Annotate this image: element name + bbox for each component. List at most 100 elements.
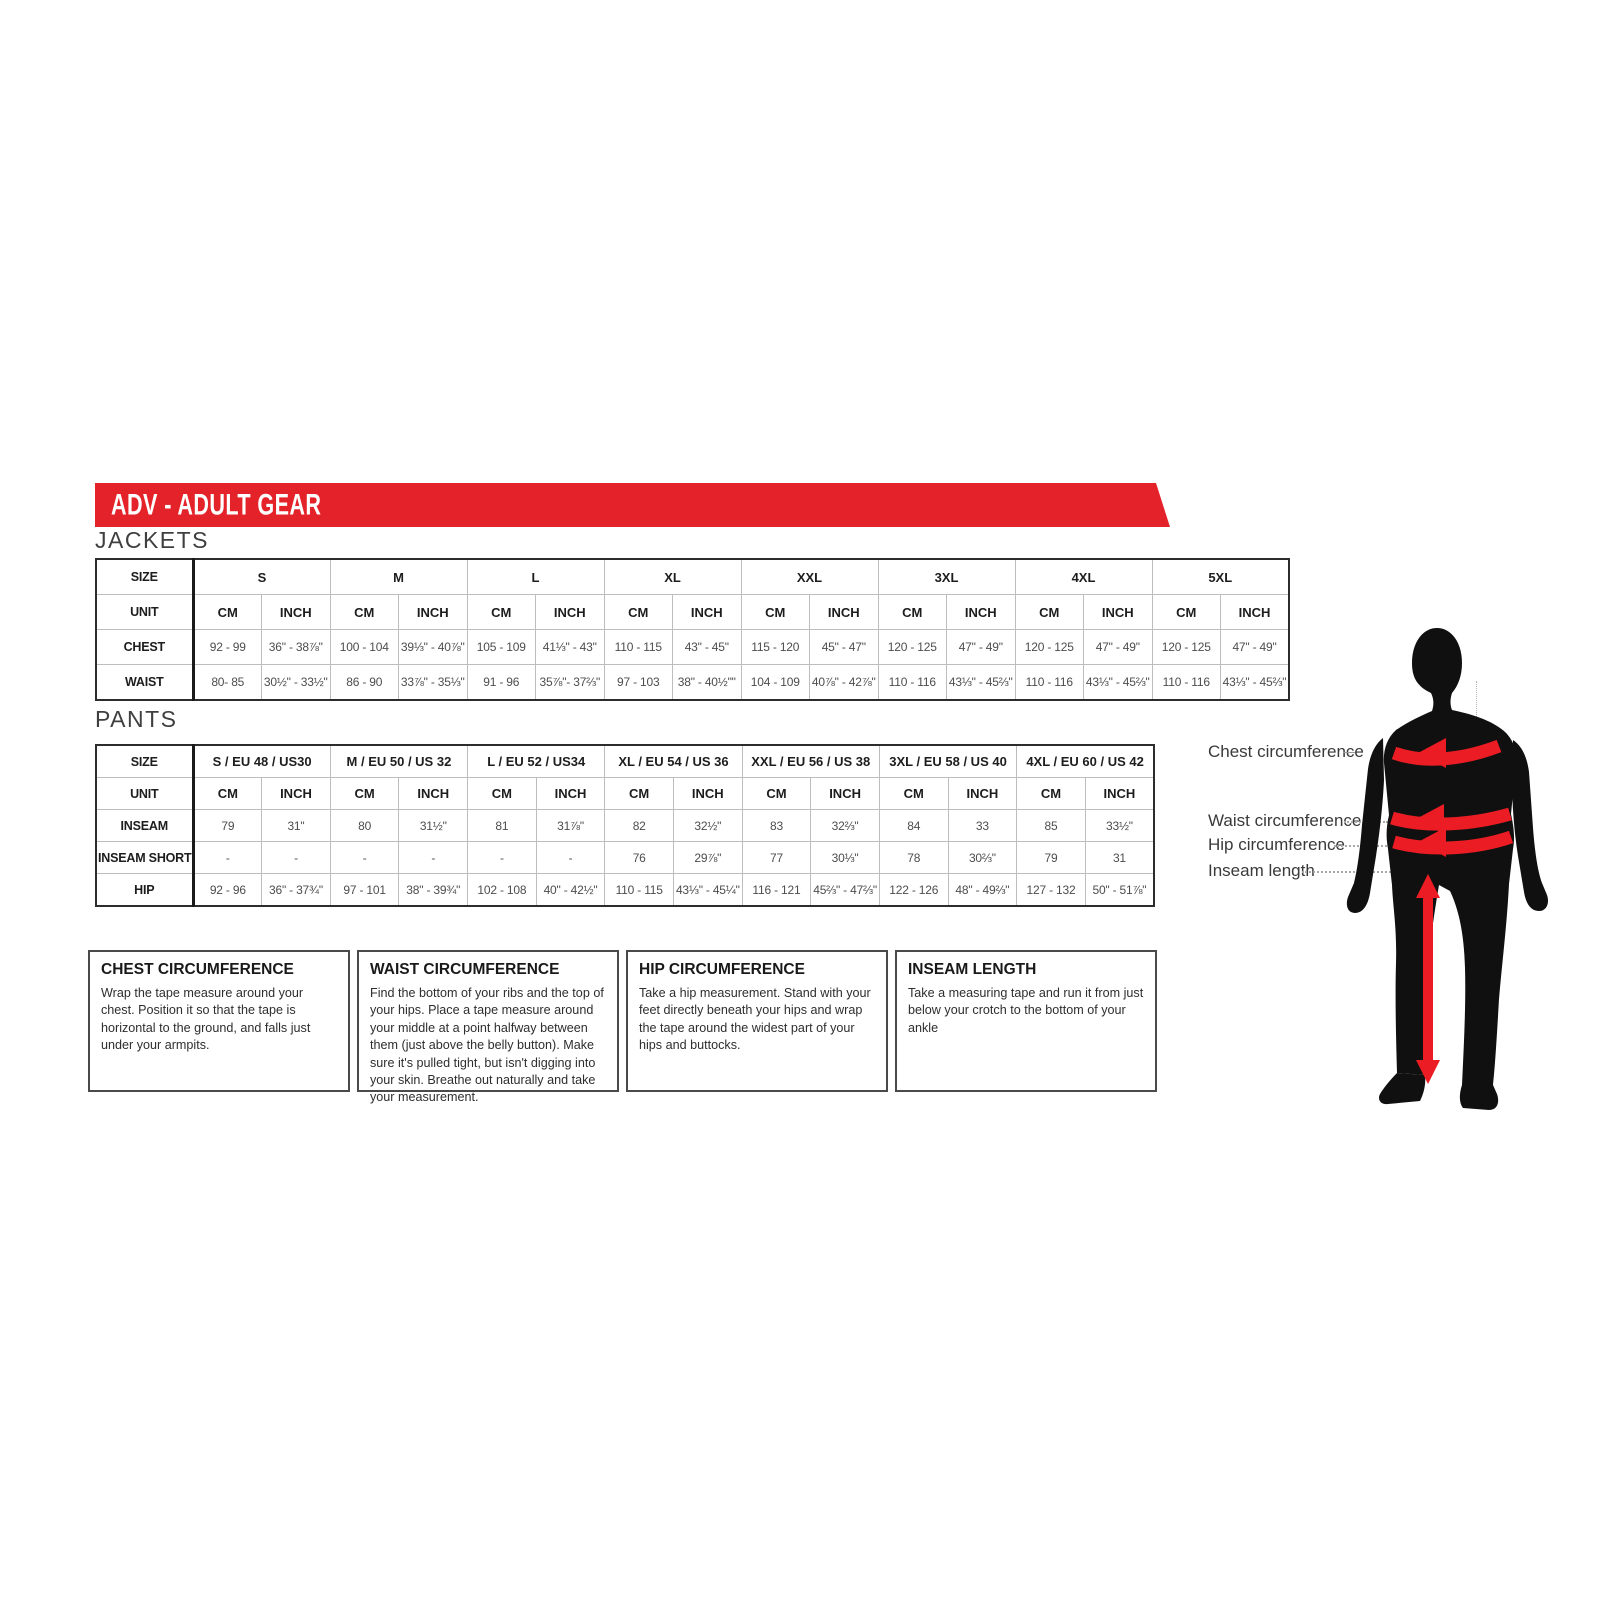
- value-cell: -: [329, 841, 400, 874]
- value-cell: 31½": [398, 809, 469, 842]
- value-cell: 91 - 96: [466, 664, 536, 701]
- value-cell: 30⅔": [947, 841, 1018, 874]
- waist-arrowhead-icon: [1416, 804, 1444, 834]
- value-cell: 97 - 101: [329, 873, 400, 907]
- inch-header-cell: INCH: [1083, 594, 1153, 630]
- value-cell: 47" - 49": [1220, 629, 1290, 665]
- value-cell: 92 - 99: [192, 629, 262, 665]
- value-cell: 32⅔": [810, 809, 880, 842]
- value-cell: 78: [878, 841, 949, 874]
- size-header-cell: 4XL: [1014, 558, 1153, 595]
- cm-header-cell: CM: [878, 777, 949, 810]
- inch-header-cell: INCH: [535, 777, 606, 810]
- chest-leader-vertical: [1476, 681, 1477, 749]
- silhouette-body: [1346, 628, 1549, 1110]
- hip-circumference-label: Hip circumference: [1208, 835, 1345, 854]
- table-row: WAIST 80- 85 30½" - 33½" 86 - 90 33⅞" - 35⅓"…: [95, 664, 1290, 701]
- section-banner: ADV - ADULT GEAR: [95, 483, 1170, 527]
- info-box-hip: HIP CIRCUMFERENCE Take a hip measurement…: [626, 950, 888, 1092]
- value-cell: 79: [192, 809, 263, 842]
- inseam-length-label: Inseam length: [1208, 861, 1315, 880]
- table-row: INSEAM 79 31" 80 31½" 81 31⅞" 82 32½" 83 32⅔" 84 33 8…: [95, 809, 1155, 842]
- inch-header-cell: INCH: [947, 777, 1018, 810]
- banner-title: ADV - ADULT GEAR: [111, 488, 322, 521]
- waist-circumference-label: Waist circumference: [1208, 811, 1362, 830]
- inch-header-cell: INCH: [672, 777, 743, 810]
- value-cell: 97 - 103: [603, 664, 673, 701]
- value-cell: 110 - 115: [603, 629, 673, 665]
- info-box-title: WAIST CIRCUMFERENCE: [370, 961, 560, 978]
- value-cell: 110 - 115: [604, 873, 674, 907]
- inseam-arrowhead-up-icon: [1416, 874, 1440, 898]
- chest-leader-line: [1343, 752, 1355, 753]
- info-box-body: Wrap the tape measure around your chest.…: [101, 986, 311, 1053]
- size-header-cell: 3XL: [877, 558, 1016, 595]
- chest-arrowhead-icon: [1418, 738, 1446, 768]
- pants-table: SIZE S / EU 48 / US30 M / EU 50 / US 32 L /…: [95, 744, 1155, 907]
- value-cell: 120 - 125: [1151, 629, 1221, 665]
- value-cell: -: [467, 841, 537, 874]
- unit-label-cell: UNIT: [95, 777, 195, 810]
- inch-header-cell: INCH: [1084, 777, 1155, 810]
- inch-header-cell: INCH: [809, 594, 879, 630]
- value-cell: 31": [261, 809, 331, 842]
- value-cell: 32½": [672, 809, 743, 842]
- size-label-cell: SIZE: [95, 744, 195, 778]
- inch-header-cell: INCH: [398, 594, 468, 630]
- table-row: CHEST 92 - 99 36" - 38⅞" 100 - 104 39⅓" - 40…: [95, 629, 1290, 665]
- size-header-cell: L / EU 52 / US34: [467, 744, 606, 778]
- value-cell: 110 - 116: [1014, 664, 1084, 701]
- value-cell: 43⅓" - 45⅔": [1220, 664, 1290, 701]
- info-box-body: Take a hip measurement. Stand with your …: [639, 986, 871, 1053]
- value-cell: -: [398, 841, 469, 874]
- value-cell: 77: [741, 841, 812, 874]
- inch-header-cell: INCH: [946, 594, 1016, 630]
- size-label-cell: SIZE: [95, 558, 195, 595]
- inch-header-cell: INCH: [261, 777, 331, 810]
- cm-header-cell: CM: [741, 777, 812, 810]
- size-header-cell: S: [192, 558, 331, 595]
- inseam-arrowhead-down-icon: [1416, 1060, 1440, 1084]
- value-cell: 81: [467, 809, 537, 842]
- value-cell: 84: [878, 809, 949, 842]
- size-header-cell: M: [329, 558, 468, 595]
- value-cell: 80: [329, 809, 400, 842]
- value-cell: 50" - 51⅞": [1084, 873, 1155, 907]
- measure-label-cell: WAIST: [95, 664, 195, 701]
- value-cell: 31: [1084, 841, 1155, 874]
- info-box-inseam: INSEAM LENGTH Take a measuring tape and …: [895, 950, 1157, 1092]
- size-header-cell: XXL: [740, 558, 879, 595]
- size-header-cell: 3XL / EU 58 / US 40: [878, 744, 1018, 778]
- value-cell: -: [535, 841, 606, 874]
- waist-band-arrow: [1390, 807, 1512, 831]
- value-cell: 33½": [1084, 809, 1155, 842]
- value-cell: 38" - 40½"": [672, 664, 742, 701]
- cm-header-cell: CM: [604, 777, 674, 810]
- value-cell: 48" - 49⅔": [947, 873, 1018, 907]
- value-cell: 104 - 109: [740, 664, 810, 701]
- size-header-cell: 5XL: [1151, 558, 1290, 595]
- value-cell: 110 - 116: [1151, 664, 1221, 701]
- measure-label-cell: HIP: [95, 873, 195, 907]
- value-cell: 41⅓" - 43": [535, 629, 605, 665]
- jackets-heading: JACKETS: [95, 527, 210, 553]
- inch-header-cell: INCH: [810, 777, 880, 810]
- value-cell: 80- 85: [192, 664, 262, 701]
- measurement-arrows: [1390, 738, 1514, 1084]
- measure-label-cell: INSEAM: [95, 809, 195, 842]
- info-box-body: Take a measuring tape and run it from ju…: [908, 986, 1144, 1035]
- inch-header-cell: INCH: [261, 594, 331, 630]
- value-cell: 43⅓" - 45⅔": [1083, 664, 1153, 701]
- value-cell: 127 - 132: [1016, 873, 1086, 907]
- value-cell: 33⅞" - 35⅓": [398, 664, 468, 701]
- value-cell: 122 - 126: [878, 873, 949, 907]
- table-row: INSEAM SHORT - - - - - -76 29⅞" 77 30⅓" 78 30⅔" 79 31: [95, 841, 1155, 874]
- value-cell: 83: [741, 809, 812, 842]
- body-silhouette-figure: [1346, 628, 1549, 1110]
- value-cell: 45" - 47": [809, 629, 879, 665]
- value-cell: 29⅞": [672, 841, 743, 874]
- value-cell: 100 - 104: [329, 629, 399, 665]
- cm-header-cell: CM: [467, 777, 537, 810]
- value-cell: 38" - 39¾": [398, 873, 469, 907]
- table-row: HIP 92 - 96 36" - 37¾" 97 - 101 38" - 39¾" 10…: [95, 873, 1155, 907]
